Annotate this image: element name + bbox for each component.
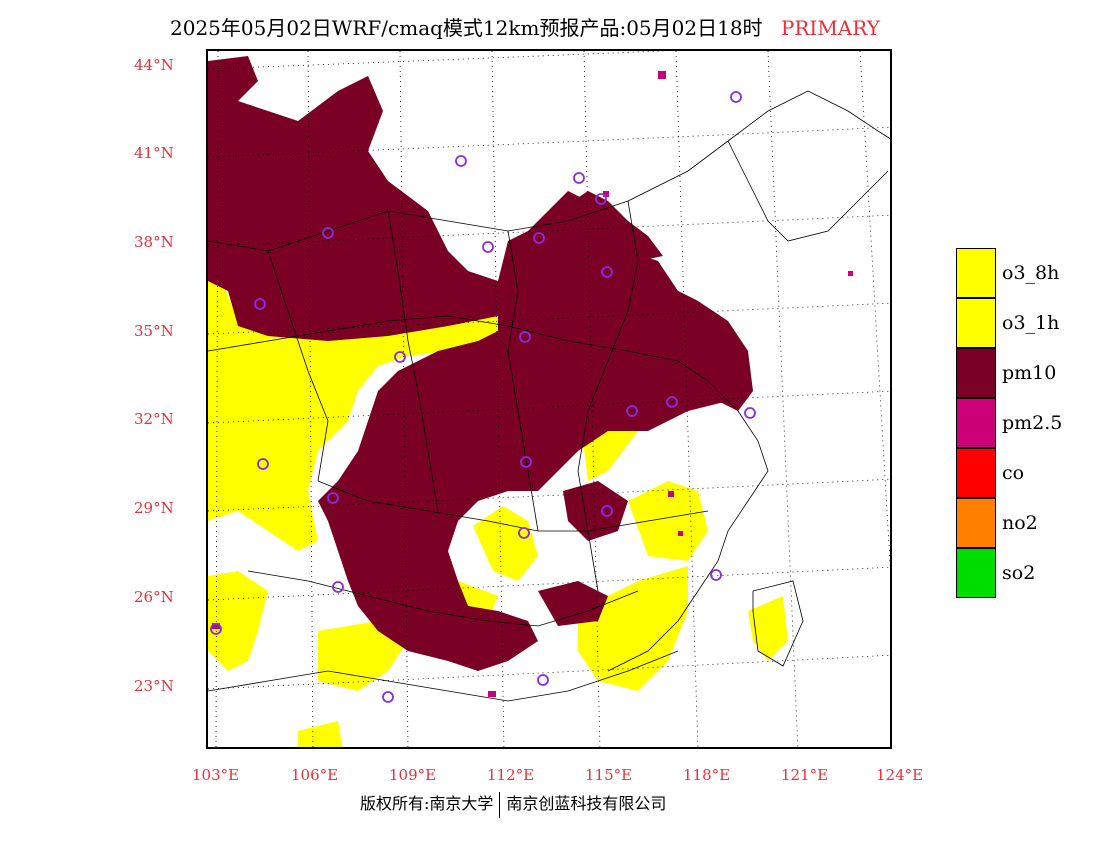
graticule — [208, 51, 890, 747]
lon-label-118: 118°E — [683, 766, 731, 784]
legend-swatch-o3-8h — [956, 248, 996, 298]
lat-label-35: 35°N — [134, 322, 174, 340]
o3-region-taiwan — [748, 596, 788, 661]
lon-label-121: 121°E — [781, 766, 829, 784]
legend-label-no2: no2 — [1002, 512, 1038, 534]
legend-label-so2: so2 — [1002, 562, 1036, 584]
legend-swatch-no2 — [956, 498, 996, 548]
map-panel — [206, 49, 892, 749]
lon-label-115: 115°E — [585, 766, 633, 784]
legend-swatch-co — [956, 448, 996, 498]
lon-label-109: 109°E — [389, 766, 437, 784]
legend-label-o3-8h: o3_8h — [1002, 262, 1060, 284]
lon-label-124: 124°E — [876, 766, 924, 784]
pm10-region-northwest — [208, 56, 748, 671]
legend-swatch-o3-1h — [956, 298, 996, 348]
province-boundaries — [208, 90, 890, 702]
lat-label-41: 41°N — [134, 144, 174, 162]
o3-region-east — [628, 481, 708, 561]
lat-label-38: 38°N — [134, 233, 174, 251]
legend-swatch-pm25 — [956, 398, 996, 448]
o3-region-southeast-1 — [578, 566, 688, 691]
lon-label-112: 112°E — [487, 766, 535, 784]
copyright-left: 版权所有:南京大学 — [360, 794, 494, 813]
copyright-right: 南京创蓝科技有限公司 — [506, 794, 667, 813]
station-markers — [210, 91, 756, 703]
pm10-regions — [208, 56, 753, 671]
lat-label-29: 29°N — [134, 499, 174, 517]
title-primary-tag: PRIMARY — [780, 16, 880, 40]
o3-region-south-1 — [318, 621, 408, 691]
legend-label-pm10: pm10 — [1002, 362, 1057, 384]
lat-label-23: 23°N — [134, 677, 174, 695]
pollution-map — [208, 51, 890, 747]
copyright: 版权所有:南京大学 南京创蓝科技有限公司 — [360, 790, 666, 818]
pm10-region-north-strip — [558, 191, 663, 261]
legend-label-pm25: pm2.5 — [1002, 412, 1063, 434]
lon-label-106: 106°E — [291, 766, 339, 784]
pm10-region-south-patch — [538, 581, 608, 626]
legend-swatch-pm10 — [956, 348, 996, 398]
copyright-separator — [499, 791, 501, 818]
title-main: 2025年05月02日WRF/cmaq模式12km预报产品:05月02日18时 — [170, 16, 763, 40]
o3-region-central-south — [473, 506, 538, 581]
o3-region-southwest — [208, 571, 268, 671]
o3-region-west — [208, 281, 508, 551]
map-title: 2025年05月02日WRF/cmaq模式12km预报产品:05月02日18时 … — [170, 12, 880, 41]
lat-label-26: 26°N — [134, 588, 174, 606]
lat-label-32: 32°N — [134, 410, 174, 428]
legend-label-o3-1h: o3_1h — [1002, 312, 1060, 334]
legend-label-co: co — [1002, 462, 1025, 484]
o3-region-bottom — [298, 721, 343, 747]
legend-swatch-so2 — [956, 548, 996, 598]
lon-label-103: 103°E — [192, 766, 240, 784]
pm10-region-east-coast — [678, 291, 753, 411]
pm10-region-southeast-patch — [563, 481, 628, 541]
lat-label-44: 44°N — [134, 56, 174, 74]
